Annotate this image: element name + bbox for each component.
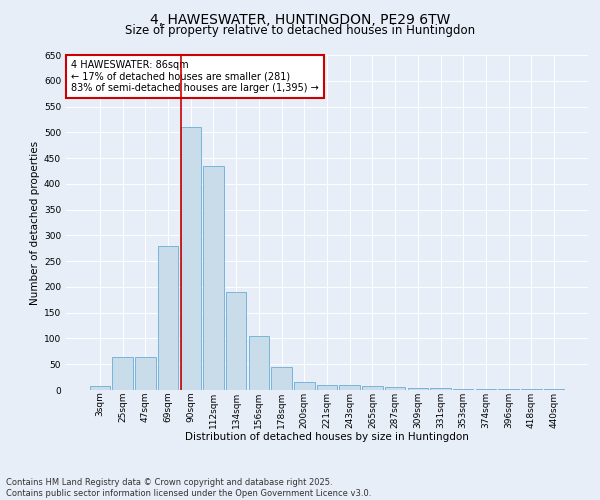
Bar <box>385 388 406 390</box>
Text: 4 HAWESWATER: 86sqm
← 17% of detached houses are smaller (281)
83% of semi-detac: 4 HAWESWATER: 86sqm ← 17% of detached ho… <box>71 60 319 93</box>
Bar <box>226 292 247 390</box>
Bar <box>499 389 519 390</box>
Bar <box>90 386 110 390</box>
Bar <box>181 127 201 390</box>
Bar <box>135 356 155 390</box>
Bar <box>158 246 178 390</box>
Bar <box>544 389 564 390</box>
Bar <box>203 166 224 390</box>
Text: Contains HM Land Registry data © Crown copyright and database right 2025.
Contai: Contains HM Land Registry data © Crown c… <box>6 478 371 498</box>
Bar <box>112 356 133 390</box>
Bar <box>340 385 360 390</box>
Bar <box>362 386 383 390</box>
Bar <box>407 388 428 390</box>
Bar <box>294 382 314 390</box>
Text: 4, HAWESWATER, HUNTINGDON, PE29 6TW: 4, HAWESWATER, HUNTINGDON, PE29 6TW <box>150 12 450 26</box>
Bar <box>248 336 269 390</box>
Bar <box>453 389 473 390</box>
Bar <box>476 389 496 390</box>
Bar <box>317 385 337 390</box>
Bar <box>271 367 292 390</box>
X-axis label: Distribution of detached houses by size in Huntingdon: Distribution of detached houses by size … <box>185 432 469 442</box>
Text: Size of property relative to detached houses in Huntingdon: Size of property relative to detached ho… <box>125 24 475 37</box>
Y-axis label: Number of detached properties: Number of detached properties <box>30 140 40 304</box>
Bar <box>430 388 451 390</box>
